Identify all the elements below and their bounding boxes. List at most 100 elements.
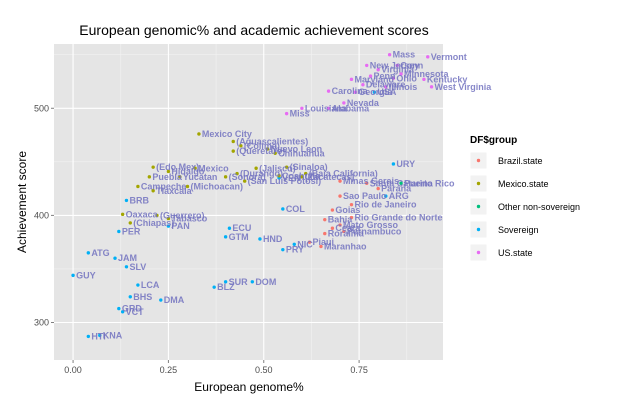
data-point	[399, 72, 403, 76]
point-label: Rio Grande do Norte	[354, 213, 442, 223]
point-label: (Sonora)	[229, 172, 266, 182]
point-label: Oaxaca	[126, 209, 159, 219]
point-label: VEN	[282, 173, 301, 183]
data-point	[376, 68, 380, 72]
data-point	[212, 285, 216, 289]
data-point	[223, 280, 228, 284]
legend-label: Sovereign	[498, 225, 539, 235]
point-label: Coahuila	[282, 171, 321, 181]
point-label: Ohio	[396, 73, 417, 83]
legend-key-dot	[476, 227, 481, 232]
point-label: Puerto Rico	[404, 178, 455, 188]
data-point	[113, 256, 117, 260]
point-label: ATG	[91, 248, 109, 258]
legend-label: US.state	[498, 248, 533, 258]
point-label: ECU	[232, 223, 251, 233]
data-point	[136, 184, 140, 189]
data-point	[429, 85, 434, 89]
legend-title: DF$group	[470, 135, 517, 146]
data-point	[319, 244, 323, 249]
data-point	[391, 76, 396, 80]
point-label: New Jersey	[370, 60, 420, 70]
point-label: Yucatan	[183, 172, 218, 182]
legend-label: Brazil.state	[498, 156, 543, 166]
data-point	[128, 221, 132, 225]
point-label: GRD	[122, 304, 143, 314]
data-point	[330, 208, 335, 212]
data-point	[166, 224, 171, 228]
data-point	[185, 184, 190, 189]
data-point	[330, 226, 335, 230]
point-label: Nuevo Leon	[271, 144, 323, 154]
point-label: SLV	[129, 262, 146, 272]
data-point	[365, 63, 369, 68]
point-label: Delaware	[366, 80, 406, 90]
y-tick-label: 400	[34, 210, 49, 220]
data-point	[342, 101, 346, 105]
point-label: (San Luis Potosi)	[248, 176, 322, 186]
point-label: PAN	[171, 221, 189, 231]
point-label: Nevada	[347, 98, 380, 108]
point-label: HTI	[91, 331, 106, 341]
data-point	[231, 139, 235, 144]
data-point	[349, 215, 354, 220]
point-label: (Baja California)	[309, 169, 378, 179]
point-label: Chihuahua	[278, 148, 325, 158]
point-label: DOM	[255, 277, 276, 287]
legend: DF$group Brazil.state Mexico.state Other n…	[469, 135, 580, 262]
point-label: Mexico City	[202, 129, 252, 139]
data-point	[399, 181, 403, 185]
data-point	[223, 235, 228, 239]
legend-label: Other non-sovereign	[498, 202, 580, 212]
data-point	[86, 251, 91, 255]
point-label: Penn	[374, 71, 396, 81]
point-label: Roraima	[328, 229, 365, 239]
point-label: Alabama	[332, 103, 371, 113]
data-point	[86, 334, 91, 339]
data-point	[387, 53, 392, 57]
data-point	[265, 147, 270, 151]
point-label: (Queretaro)	[236, 146, 285, 156]
point-label: Mato Grosso	[343, 220, 399, 230]
data-point	[342, 229, 346, 234]
point-label: VCT	[126, 307, 145, 317]
point-label: (Jalisco)	[259, 163, 296, 173]
data-point	[365, 181, 369, 185]
data-point	[159, 298, 163, 302]
x-axis-ticks: 0.00 0.25 0.50 0.75	[64, 360, 368, 375]
data-point	[372, 90, 377, 94]
y-tick-label: 500	[34, 103, 49, 113]
point-label: West Virginia	[435, 82, 493, 92]
data-point	[300, 175, 304, 179]
point-label: NIC	[297, 239, 313, 249]
point-label: (Guerrero)	[160, 210, 205, 220]
data-point	[193, 166, 197, 170]
point-label: Maranhao	[324, 241, 367, 251]
point-label: SUR	[229, 277, 249, 287]
data-point	[124, 198, 129, 203]
point-label: Santa Catarina	[370, 178, 434, 188]
data-point	[277, 174, 281, 178]
point-label: ARG	[389, 191, 409, 201]
point-label: (Durango)	[240, 169, 283, 179]
data-point	[178, 175, 182, 179]
data-point	[300, 106, 304, 110]
data-point	[242, 179, 247, 183]
legend-key-dot	[476, 181, 481, 186]
data-point	[136, 283, 140, 287]
data-point	[349, 202, 354, 207]
x-axis-label: European genome%	[194, 380, 304, 394]
point-label: Bahia	[328, 215, 354, 225]
point-label: Louisiana	[305, 103, 348, 113]
point-label: Sao Paulo	[343, 191, 387, 201]
data-point	[307, 240, 312, 244]
legend-key-dot	[476, 250, 481, 255]
point-label: Kentucky	[427, 74, 468, 84]
data-point	[422, 77, 426, 82]
point-label: Goias	[335, 205, 360, 215]
point-label: URY	[396, 159, 415, 169]
point-label: (Michoacan)	[190, 181, 243, 191]
point-label: Campeche	[141, 181, 187, 191]
point-label: Tabasco	[171, 214, 207, 224]
